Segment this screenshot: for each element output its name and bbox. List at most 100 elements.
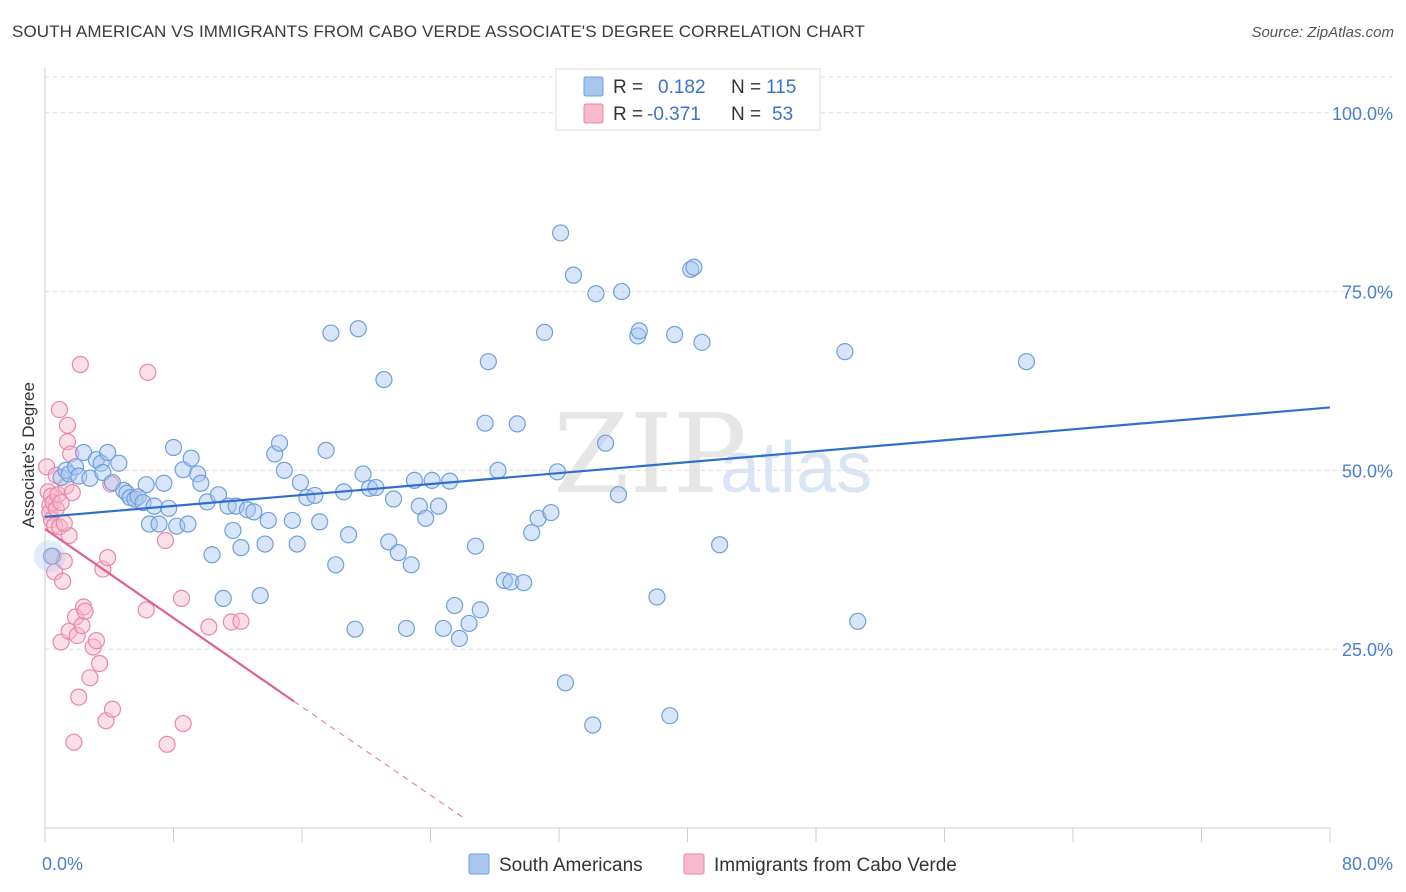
- south-american-point: [259, 511, 277, 530]
- south-american-point: [1017, 353, 1036, 371]
- cabo-verde-point: [172, 589, 191, 608]
- south-american-point: [339, 526, 358, 544]
- legend-swatch-pink: [583, 103, 604, 124]
- legend-n-value-1: 53: [772, 104, 793, 125]
- cabo-verde-point: [63, 483, 81, 502]
- cabo-verde-point: [200, 618, 218, 636]
- south-american-point: [99, 443, 117, 462]
- bottom-legend: South Americans Immigrants from Cabo Ver…: [468, 853, 957, 876]
- south-american-point: [380, 533, 398, 551]
- south-american-point: [542, 503, 560, 522]
- south-american-point: [238, 501, 256, 519]
- cabo-verde-point: [55, 514, 73, 532]
- south-american-point: [476, 414, 494, 432]
- south-american-point: [666, 325, 684, 344]
- south-american-point: [685, 258, 703, 276]
- south-american-point: [445, 596, 464, 615]
- south-american-point: [288, 535, 306, 553]
- cabo-verde-point: [68, 627, 86, 645]
- south-american-point: [232, 539, 250, 557]
- south-american-point: [182, 449, 200, 467]
- south-american-point: [375, 370, 393, 389]
- south-american-point: [137, 476, 155, 494]
- cabo-verde-point: [50, 400, 69, 419]
- chart-title: SOUTH AMERICAN VS IMMIGRANTS FROM CABO V…: [12, 22, 865, 41]
- south-american-point: [110, 454, 128, 472]
- bottom-legend-swatch-blue: [468, 853, 490, 875]
- south-american-point: [283, 511, 301, 530]
- south-american-point: [849, 612, 867, 630]
- cabo-verde-point: [73, 616, 91, 635]
- south-american-point: [596, 434, 615, 452]
- south-american-point: [214, 589, 232, 608]
- south-american-point: [402, 556, 420, 574]
- legend-n-label-0: N =: [731, 77, 761, 98]
- grid-lines: [45, 76, 1392, 650]
- south-american-point-cluster: [33, 540, 66, 573]
- cabo-verde-point: [87, 632, 106, 650]
- south-american-point: [164, 438, 183, 457]
- bottom-legend-label-south-americans: South Americans: [499, 855, 643, 876]
- south-american-point: [270, 434, 289, 452]
- south-american-point: [417, 509, 435, 527]
- south-american-point: [471, 601, 489, 619]
- watermark-atlas: atlas: [720, 428, 872, 508]
- south-american-point: [535, 323, 554, 341]
- south-american-point: [317, 441, 335, 459]
- cabo-verde-point: [137, 601, 155, 619]
- y-tick-label-3: 100.0%: [1332, 104, 1393, 124]
- legend-r-value-0: 0.182: [658, 77, 706, 98]
- south-american-point: [155, 474, 173, 492]
- trend-lines: [44, 406, 1331, 818]
- bottom-legend-swatch-pink: [683, 853, 705, 875]
- cabo-verde-point: [81, 669, 99, 687]
- source-label: Source: ZipAtlas.com: [1251, 24, 1394, 41]
- south-american-point: [384, 490, 403, 508]
- south-american-point: [140, 515, 159, 533]
- x-tick-label-1: 80.0%: [1342, 854, 1393, 874]
- legend-box: R = 0.182 N = 115 R = -0.371 N = 53: [555, 68, 821, 131]
- bottom-legend-label-cabo-verde: Immigrants from Cabo Verde: [714, 855, 957, 876]
- south-american-point: [711, 536, 729, 554]
- south-american-point: [460, 614, 478, 633]
- south-american-point: [502, 573, 520, 591]
- cabo-verde-point: [42, 487, 61, 505]
- south-american-point: [256, 535, 274, 553]
- south-american-point: [179, 515, 197, 533]
- south-american-point: [429, 497, 448, 515]
- trend-line-cabo-verde-extension: [293, 700, 463, 818]
- south-american-point: [203, 546, 221, 564]
- cabo-verde-point: [65, 733, 83, 751]
- south-american-point: [556, 674, 575, 692]
- cabo-verde-point: [158, 735, 176, 753]
- south-american-point: [188, 465, 207, 483]
- south-american-point: [523, 524, 541, 542]
- south-american-point: [160, 499, 178, 517]
- south-american-point: [479, 353, 497, 371]
- x-tick-label-0: 0.0%: [42, 854, 83, 874]
- south-american-point: [42, 547, 61, 565]
- south-american-point: [251, 586, 269, 605]
- cabo-verde-point: [103, 700, 122, 718]
- south-american-point: [495, 571, 513, 590]
- south-american-point: [423, 471, 441, 489]
- south-american-point: [552, 224, 570, 242]
- cabo-verde-point: [54, 572, 72, 590]
- south-american-point: [224, 521, 242, 540]
- y-tick-label-0: 25.0%: [1342, 640, 1393, 660]
- series-south-americans: [33, 224, 1036, 734]
- cabo-verde-point: [222, 613, 240, 631]
- cabo-verde-point: [99, 549, 117, 567]
- cabo-verde-point: [156, 531, 175, 550]
- south-american-point: [661, 707, 679, 725]
- south-american-point: [346, 620, 364, 638]
- south-american-point: [450, 629, 469, 648]
- south-american-point: [134, 493, 152, 512]
- south-american-point: [648, 588, 666, 606]
- south-american-point: [609, 486, 628, 504]
- y-tick-labels: 25.0% 50.0% 75.0% 100.0%: [1332, 104, 1393, 660]
- cabo-verde-point: [62, 445, 80, 463]
- y-tick-label-2: 75.0%: [1342, 283, 1393, 303]
- legend-r-label-0: R =: [613, 77, 643, 98]
